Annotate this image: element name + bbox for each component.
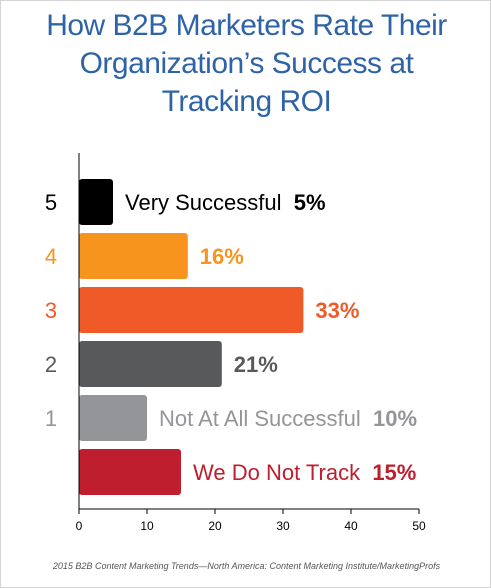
category-label-2: 3 xyxy=(45,298,57,323)
category-label-4: 1 xyxy=(45,406,57,431)
bar-value-label-3: 21% xyxy=(234,352,278,377)
bar-label-2: 33% xyxy=(315,298,359,323)
bar-0 xyxy=(79,179,113,225)
bar-descriptor-5: We Do Not Track xyxy=(193,460,372,485)
bar-value-label-1: 16% xyxy=(200,244,244,269)
bar-value-label-5: 15% xyxy=(372,460,416,485)
x-tick-label-5: 50 xyxy=(412,519,426,533)
bar-label-1: 16% xyxy=(200,244,244,269)
bar-label-5: We Do Not Track 15% xyxy=(193,460,416,485)
bar-4 xyxy=(79,395,147,441)
bar-5 xyxy=(79,449,181,495)
bar-descriptor-0: Very Successful xyxy=(125,190,294,215)
bar-value-label-4: 10% xyxy=(373,406,417,431)
bar-value-label-0: 5% xyxy=(294,190,326,215)
category-label-0: 5 xyxy=(45,190,57,215)
bar-descriptor-4: Not At All Successful xyxy=(159,406,373,431)
x-tick-label-0: 0 xyxy=(76,519,83,533)
chart-title-line-2: Organization’s Success at xyxy=(79,47,414,80)
chart-title-line-1: How B2B Marketers Rate Their xyxy=(46,9,447,42)
bar-2 xyxy=(79,287,304,333)
x-tick-label-3: 30 xyxy=(276,519,290,533)
bar-label-0: Very Successful 5% xyxy=(125,190,326,215)
bar-3 xyxy=(79,341,222,387)
chart-title-line-3: Tracking ROI xyxy=(161,85,332,118)
chart-title: How B2B Marketers Rate Their Organizatio… xyxy=(1,7,490,121)
x-tick-label-2: 20 xyxy=(208,519,222,533)
bar-label-4: Not At All Successful 10% xyxy=(159,406,417,431)
x-tick-label-1: 10 xyxy=(140,519,154,533)
bar-label-3: 21% xyxy=(234,352,278,377)
category-label-3: 2 xyxy=(45,352,57,377)
source-note: 2015 B2B Content Marketing Trends—North … xyxy=(52,561,441,571)
x-tick-label-4: 40 xyxy=(344,519,358,533)
bar-1 xyxy=(79,233,188,279)
bar-value-label-2: 33% xyxy=(315,298,359,323)
category-label-1: 4 xyxy=(45,244,57,269)
